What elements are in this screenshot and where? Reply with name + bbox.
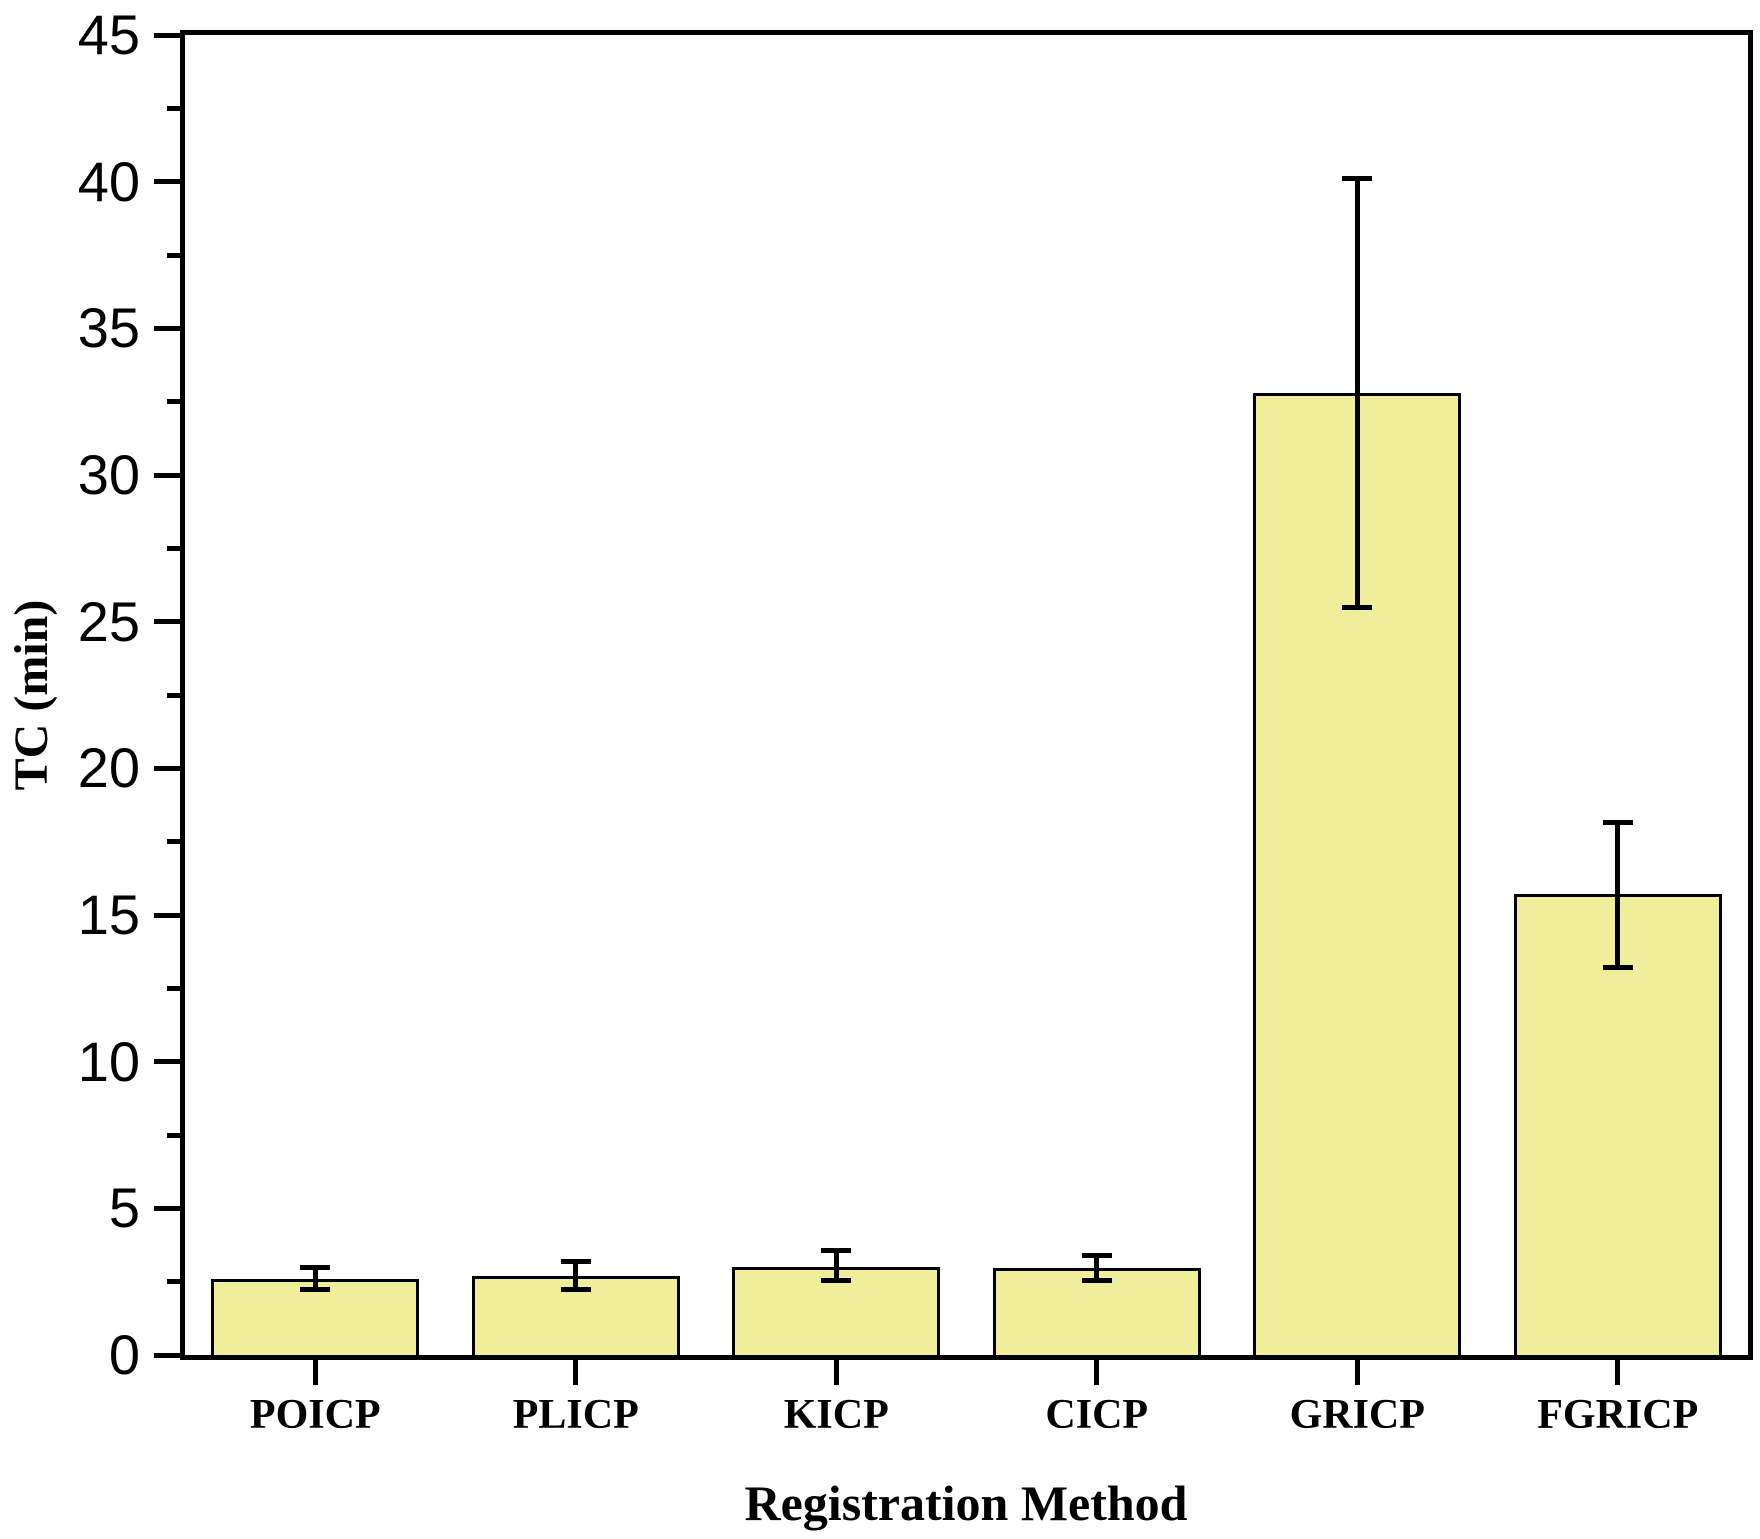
y-tick-label: 10 bbox=[77, 1029, 140, 1093]
error-bar-line bbox=[1615, 822, 1621, 968]
y-axis-title: TC (min) bbox=[5, 599, 58, 791]
y-minor-tick bbox=[167, 105, 180, 111]
error-bar-cap-bottom bbox=[1602, 965, 1633, 971]
error-bar-line bbox=[1354, 178, 1360, 607]
error-bar-cap-top bbox=[300, 1264, 331, 1270]
y-tick-label: 25 bbox=[77, 589, 140, 653]
y-minor-tick bbox=[167, 985, 180, 991]
y-major-tick bbox=[154, 765, 180, 771]
x-major-tick bbox=[1354, 1360, 1360, 1385]
y-major-tick bbox=[154, 1205, 180, 1211]
error-bar-cap-top bbox=[560, 1258, 591, 1264]
y-major-tick bbox=[154, 1059, 180, 1065]
error-bar-cap-top bbox=[1081, 1252, 1112, 1258]
y-minor-tick bbox=[167, 252, 180, 258]
x-category-label: GRICP bbox=[1289, 1392, 1425, 1438]
x-major-tick bbox=[1615, 1360, 1621, 1385]
y-major-tick bbox=[154, 1352, 180, 1358]
bar bbox=[1513, 894, 1722, 1358]
x-axis-title: Registration Method bbox=[744, 1475, 1188, 1531]
error-bar-line bbox=[312, 1267, 318, 1289]
bar bbox=[992, 1268, 1201, 1358]
y-minor-tick bbox=[167, 1132, 180, 1138]
error-bar-line bbox=[1094, 1255, 1100, 1281]
y-minor-tick bbox=[167, 692, 180, 698]
error-bar-line bbox=[833, 1250, 839, 1281]
y-tick-label: 20 bbox=[77, 736, 140, 800]
y-tick-label: 45 bbox=[77, 3, 140, 66]
y-tick-label: 15 bbox=[77, 883, 140, 946]
error-bar-cap-top bbox=[821, 1248, 852, 1254]
y-major-tick bbox=[154, 179, 180, 185]
error-bar-cap-bottom bbox=[560, 1286, 591, 1292]
error-bar-cap-bottom bbox=[821, 1277, 852, 1283]
y-major-tick bbox=[154, 325, 180, 331]
y-minor-tick bbox=[167, 1279, 180, 1285]
y-tick-label: 30 bbox=[77, 443, 140, 506]
x-major-tick bbox=[312, 1360, 318, 1385]
y-major-tick bbox=[154, 32, 180, 38]
x-category-label: CICP bbox=[1045, 1392, 1149, 1438]
x-category-label: PLICP bbox=[512, 1392, 639, 1438]
y-major-tick bbox=[154, 912, 180, 918]
error-bar-cap-top bbox=[1342, 176, 1373, 182]
x-major-tick bbox=[1094, 1360, 1100, 1385]
x-major-tick bbox=[833, 1360, 839, 1385]
y-major-tick bbox=[154, 619, 180, 625]
y-minor-tick bbox=[167, 545, 180, 551]
y-tick-label: 0 bbox=[108, 1323, 140, 1386]
y-minor-tick bbox=[167, 399, 180, 405]
plot-area bbox=[180, 30, 1753, 1360]
error-bar-cap-bottom bbox=[300, 1286, 331, 1292]
x-category-label: POICP bbox=[249, 1392, 381, 1438]
error-bar-cap-bottom bbox=[1081, 1277, 1112, 1283]
error-bar-cap-top bbox=[1602, 820, 1633, 826]
y-major-tick bbox=[154, 472, 180, 478]
y-minor-tick bbox=[167, 839, 180, 845]
x-major-tick bbox=[573, 1360, 579, 1385]
y-tick-label: 40 bbox=[77, 149, 140, 213]
y-tick-label: 35 bbox=[77, 296, 140, 360]
x-category-label: KICP bbox=[783, 1392, 889, 1438]
y-tick-label: 5 bbox=[108, 1176, 140, 1240]
error-bar-line bbox=[573, 1261, 579, 1289]
error-bar-cap-bottom bbox=[1342, 604, 1373, 610]
x-category-label: FGRICP bbox=[1537, 1392, 1699, 1438]
